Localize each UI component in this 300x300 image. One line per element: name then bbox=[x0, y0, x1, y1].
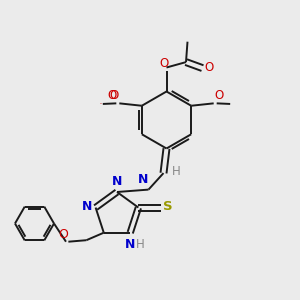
Text: N: N bbox=[82, 200, 92, 212]
Text: N: N bbox=[112, 176, 122, 188]
Text: S: S bbox=[163, 200, 173, 213]
Text: OCH₃: OCH₃ bbox=[100, 103, 103, 104]
Text: O: O bbox=[108, 89, 117, 103]
Text: O: O bbox=[160, 57, 169, 70]
Text: N: N bbox=[137, 173, 148, 186]
Text: H: H bbox=[172, 165, 181, 178]
Text: N: N bbox=[124, 238, 135, 250]
Text: O: O bbox=[109, 89, 119, 103]
Text: H: H bbox=[136, 238, 144, 250]
Text: O: O bbox=[58, 228, 68, 241]
Text: O: O bbox=[214, 89, 224, 103]
Text: O: O bbox=[204, 61, 214, 74]
